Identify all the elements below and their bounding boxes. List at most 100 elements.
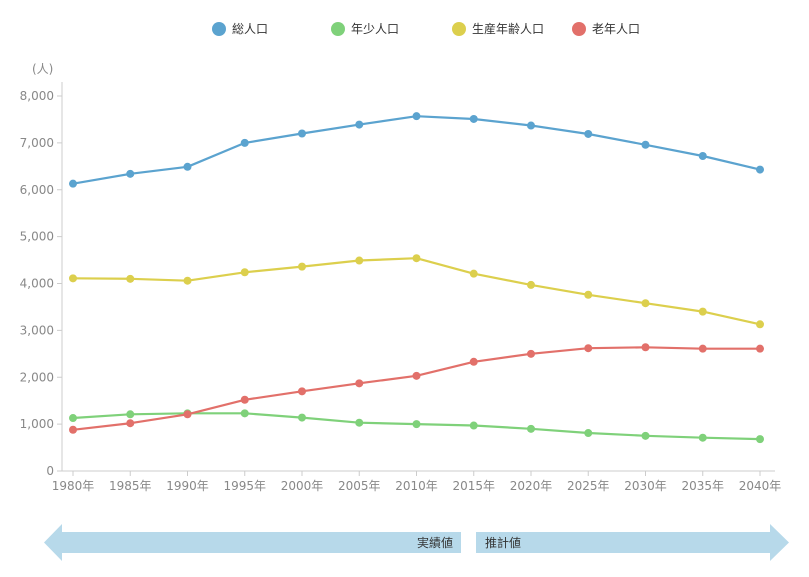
data-point xyxy=(355,418,364,427)
data-point xyxy=(69,179,77,188)
data-point xyxy=(412,371,421,380)
data-point xyxy=(584,429,593,438)
data-point xyxy=(527,280,535,289)
legend-label: 生産年齢人口 xyxy=(472,21,544,36)
series-年少人口 xyxy=(69,409,764,444)
y-tick-label: 3,000 xyxy=(20,323,54,337)
series-lines xyxy=(69,112,764,444)
projected-label: 推計値 xyxy=(485,535,521,550)
data-point xyxy=(183,162,192,171)
data-point xyxy=(69,274,77,283)
data-point xyxy=(469,357,478,366)
data-point xyxy=(756,165,764,174)
series-生産年齢人口 xyxy=(69,254,764,329)
data-point xyxy=(183,276,192,285)
data-point xyxy=(527,121,535,130)
data-point xyxy=(698,307,707,316)
projected-arrow xyxy=(476,524,789,561)
legend-label: 老年人口 xyxy=(592,22,640,36)
data-point xyxy=(298,413,306,422)
data-point xyxy=(69,414,77,423)
legend-label: 年少人口 xyxy=(351,22,399,36)
data-point xyxy=(240,395,249,404)
x-tick-label: 2010年 xyxy=(395,479,438,493)
x-tick-label: 2040年 xyxy=(739,479,782,493)
x-tick-label: 2015年 xyxy=(452,479,495,493)
y-tick-label: 8,000 xyxy=(20,89,54,103)
legend-item: 老年人口 xyxy=(572,22,640,36)
x-tick-label: 1980年 xyxy=(52,479,95,493)
data-point xyxy=(240,409,249,418)
data-point xyxy=(355,379,364,388)
x-tick-label: 2035年 xyxy=(681,479,724,493)
data-point xyxy=(641,343,650,352)
data-point xyxy=(126,169,135,178)
y-tick-label: 4,000 xyxy=(20,277,54,291)
legend: 総人口 年少人口 生産年齢人口 老年人口 xyxy=(212,21,640,36)
data-point xyxy=(698,152,707,160)
x-axis-ticks: 1980年 1985年 1990年 1995年 2000年 2005年 2010年 2015年… xyxy=(52,471,782,493)
series-老年人口 xyxy=(69,343,764,434)
data-point xyxy=(756,344,764,353)
actual-arrow xyxy=(44,524,461,561)
data-point xyxy=(469,114,478,123)
legend-marker xyxy=(212,22,226,36)
x-tick-label: 1995年 xyxy=(223,479,266,493)
data-point xyxy=(641,140,650,149)
x-tick-label: 1990年 xyxy=(166,479,209,493)
y-tick-label: 5,000 xyxy=(20,230,54,244)
legend-marker xyxy=(572,22,586,36)
series-line xyxy=(71,346,762,431)
y-tick-label: 1,000 xyxy=(20,417,54,431)
data-point xyxy=(698,433,707,442)
legend-item: 総人口 xyxy=(212,22,268,36)
legend-marker xyxy=(452,22,466,36)
data-point xyxy=(756,320,764,329)
data-point xyxy=(126,274,135,283)
x-tick-label: 1985年 xyxy=(109,479,152,493)
legend-item: 生産年齢人口 xyxy=(452,21,544,36)
x-tick-label: 2025年 xyxy=(567,479,610,493)
data-point xyxy=(298,262,306,271)
data-point xyxy=(126,419,135,428)
legend-item: 年少人口 xyxy=(331,22,399,36)
data-point xyxy=(183,410,192,419)
data-point xyxy=(355,256,364,265)
x-tick-label: 2005年 xyxy=(338,479,381,493)
axes xyxy=(61,82,775,472)
data-point xyxy=(584,290,593,299)
data-point xyxy=(298,387,306,396)
data-point xyxy=(584,344,593,353)
series-line xyxy=(71,115,762,185)
data-point xyxy=(469,421,478,430)
y-tick-label: 0 xyxy=(46,464,54,478)
x-tick-label: 2000年 xyxy=(281,479,324,493)
y-tick-label: 7,000 xyxy=(20,136,54,150)
data-point xyxy=(240,138,249,147)
y-axis-unit-label: (人) xyxy=(32,62,53,76)
series-line xyxy=(71,257,762,326)
x-tick-label: 2030年 xyxy=(624,479,667,493)
data-point xyxy=(240,268,249,277)
data-point xyxy=(469,269,478,278)
y-axis-ticks: 0 1,000 2,000 3,000 4,000 5,000 6,000 7,000 8,00… xyxy=(20,89,62,478)
data-point xyxy=(355,120,364,129)
data-point xyxy=(412,420,421,429)
data-point xyxy=(412,112,421,121)
x-tick-label: 2020年 xyxy=(510,479,553,493)
data-point xyxy=(756,435,764,444)
y-tick-label: 2,000 xyxy=(20,370,54,384)
legend-label: 総人口 xyxy=(232,22,268,36)
data-point xyxy=(527,349,535,358)
actual-vs-projected-arrow: 実績値 推計値 xyxy=(44,524,789,561)
data-point xyxy=(641,299,650,308)
data-point xyxy=(527,424,535,433)
data-point xyxy=(698,344,707,353)
data-point xyxy=(298,129,306,138)
legend-marker xyxy=(331,22,345,36)
data-point xyxy=(412,254,421,263)
series-総人口 xyxy=(69,112,764,188)
data-point xyxy=(584,129,593,138)
data-point xyxy=(126,410,135,419)
